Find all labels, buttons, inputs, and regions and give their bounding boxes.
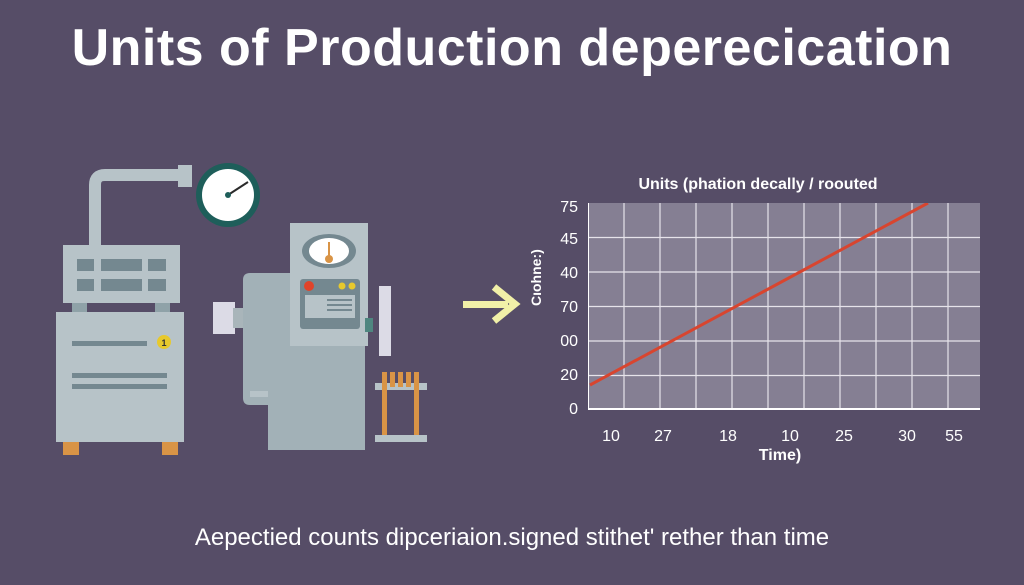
y-tick: 40	[560, 265, 578, 282]
right-machine-icon	[213, 223, 427, 450]
x-tick: 30	[898, 428, 916, 445]
left-machine-icon: 1	[56, 163, 260, 455]
badge-icon	[157, 335, 171, 349]
x-tick: 18	[719, 428, 737, 445]
pressure-gauge-icon	[196, 163, 260, 227]
x-tick: 55	[945, 428, 963, 445]
line-chart	[588, 203, 980, 410]
y-tick: 70	[560, 299, 578, 316]
y-axis-label: Cıohne:)	[528, 249, 544, 306]
data-line	[589, 203, 929, 387]
caption: Aepectied counts dipceriaion.signed stit…	[194, 524, 830, 551]
x-tick: 27	[654, 428, 672, 445]
chart-title: Units (phation decally / roouted	[638, 176, 878, 193]
x-axis-label: Time)	[758, 447, 802, 464]
x-tick: 25	[835, 428, 853, 445]
y-tick: 00	[560, 333, 578, 350]
right-arrow-icon	[463, 284, 521, 324]
svg-text:1: 1	[161, 338, 166, 348]
y-tick: 0	[569, 401, 578, 418]
x-tick: 10	[602, 428, 620, 445]
page-title: Units of Production deperecication	[71, 19, 953, 77]
y-tick: 20	[560, 367, 578, 384]
x-tick: 10	[781, 428, 799, 445]
y-tick: 45	[560, 231, 578, 248]
y-tick: 75	[560, 199, 578, 216]
grid	[588, 203, 980, 410]
